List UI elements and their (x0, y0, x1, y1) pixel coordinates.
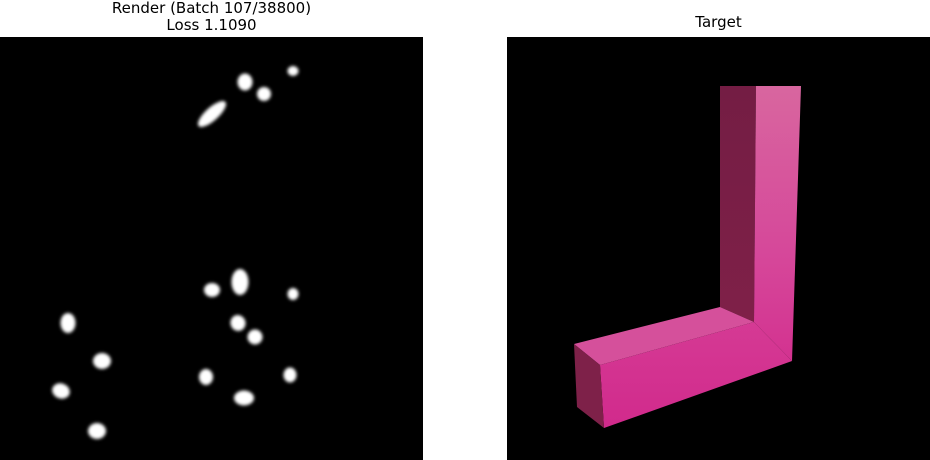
blob (257, 87, 271, 101)
blob (287, 66, 299, 76)
render-image (0, 37, 423, 460)
vertical-bar-front (754, 86, 801, 361)
target-image (507, 37, 930, 460)
blob (237, 73, 253, 91)
blob (197, 101, 227, 127)
blob (231, 269, 249, 295)
render-title-line2: Loss 1.1090 (166, 16, 257, 34)
blob (283, 367, 297, 383)
blob (287, 288, 299, 300)
vertical-bar-side (720, 86, 756, 322)
blob (199, 369, 213, 385)
render-blobs (52, 66, 299, 439)
blob (60, 313, 76, 333)
target-l-shape (574, 86, 801, 428)
render-title-line1: Render (Batch 107/38800) (111, 0, 312, 17)
horizontal-bar-front (600, 322, 792, 428)
blob (234, 390, 254, 406)
blob (93, 353, 111, 369)
blob (247, 329, 263, 345)
blob (204, 283, 220, 297)
target-title: Target (695, 13, 742, 31)
blob (88, 423, 106, 439)
horizontal-bar-end (574, 344, 604, 428)
blob (52, 383, 70, 399)
blob (230, 315, 246, 331)
render-title: Render (Batch 107/38800) Loss 1.1090 (0, 0, 423, 34)
horizontal-bar-top (574, 307, 754, 365)
